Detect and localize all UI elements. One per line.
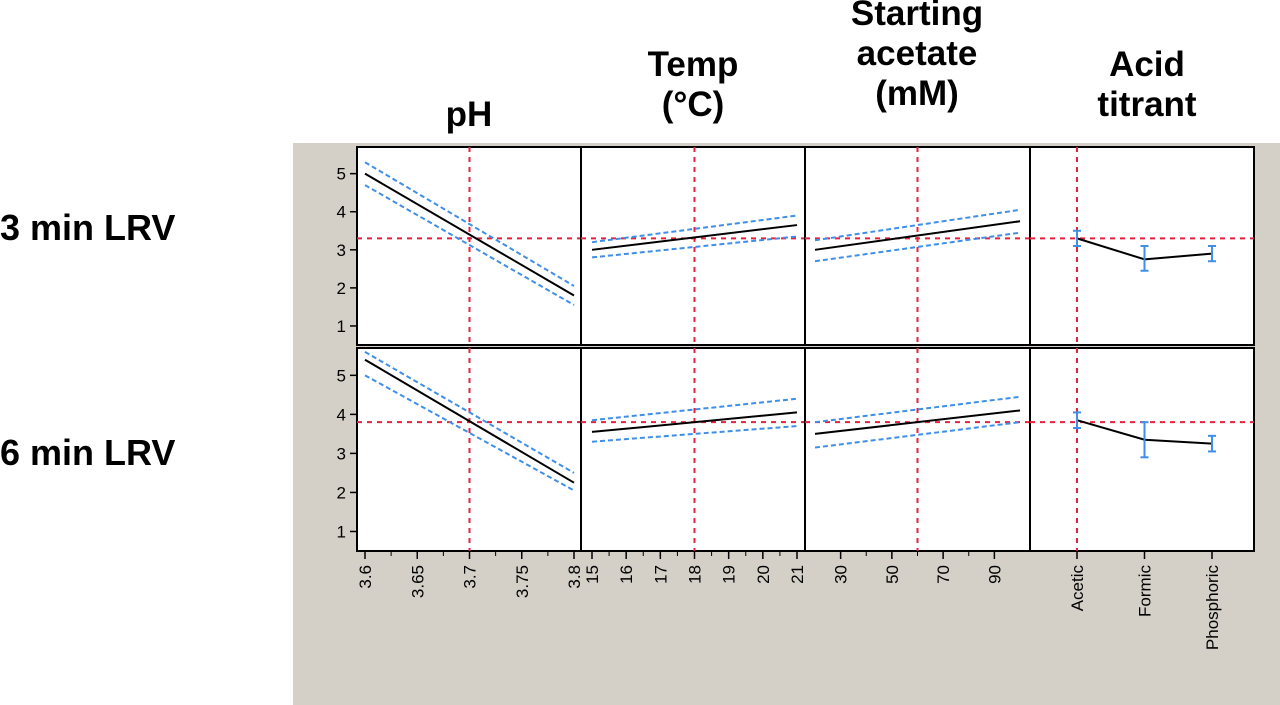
y-tick-label-r0-4: 4 [337, 203, 346, 222]
x-tick-label-c0-3: 3.75 [513, 565, 532, 598]
ci-upper-r0-c1 [591, 214, 798, 244]
x-tick-label-c0-4: 3.8 [565, 565, 584, 589]
x-tick-label-c2-3: 90 [985, 565, 1004, 584]
x-tick-label-c0-1: 3.65 [408, 565, 427, 598]
column-title-temp: Temp (°C) [647, 45, 739, 124]
y-tick-label-r0-3: 3 [337, 241, 346, 260]
y-tick-label-r0-5: 5 [337, 165, 346, 184]
column-title-starting-acetate: Starting acetate (mM) [850, 0, 984, 113]
y-tick-label-r1-5: 5 [337, 366, 346, 385]
y-tick-label-r0-1: 1 [337, 317, 346, 336]
ci-lower-r0-c2 [814, 231, 1021, 263]
ci-lower-r0-c1 [591, 235, 798, 259]
fit-line-r0-c0 [364, 172, 575, 297]
y-tick-label-r0-2: 2 [337, 279, 346, 298]
ci-upper-r1-c1 [591, 397, 798, 422]
x-tick-label-c2-1: 50 [883, 565, 902, 584]
fit-line-r1-c0 [364, 358, 575, 484]
panel-r1-c1 [580, 347, 806, 552]
y-tick-label-r1-3: 3 [337, 444, 346, 463]
panel-r0-c1 [580, 146, 806, 346]
x-tick-label-c0-0: 3.6 [356, 565, 375, 589]
x-tick-label-c1-2: 17 [651, 565, 670, 584]
fit-line-r0-c1 [591, 224, 798, 251]
x-tick-label-c1-1: 16 [617, 565, 636, 584]
ci-upper-r0-c0 [364, 161, 575, 287]
fit-line-r0-c2 [814, 220, 1021, 251]
x-tick-label-c2-0: 30 [832, 565, 851, 584]
ci-upper-r0-c2 [814, 208, 1021, 242]
x-tick-label-phosphoric: Phosphoric [1203, 565, 1222, 651]
ci-upper-r1-c2 [814, 395, 1021, 424]
column-title-ph: pH [445, 95, 493, 134]
panel-r0-c0 [356, 146, 582, 346]
ci-lower-r1-c1 [591, 425, 798, 443]
panel-r1-c3 [1029, 347, 1255, 552]
y-tick-label-r1-1: 1 [337, 522, 346, 541]
ci-lower-r0-c0 [364, 184, 575, 306]
fit-line-r1-c2 [814, 409, 1021, 435]
x-tick-label-formic: Formic [1136, 565, 1155, 617]
y-tick-label-r1-4: 4 [337, 405, 346, 424]
ci-lower-r1-c2 [814, 421, 1021, 449]
x-tick-label-c1-6: 21 [788, 565, 807, 584]
fit-line-r1-c1 [591, 411, 798, 433]
x-tick-label-c1-0: 15 [583, 565, 602, 584]
y-tick-label-r1-2: 2 [337, 483, 346, 502]
x-tick-label-c1-3: 18 [686, 565, 705, 584]
ci-upper-r1-c0 [364, 351, 575, 474]
x-tick-label-acetic: Acetic [1068, 565, 1087, 612]
x-tick-label-c0-2: 3.7 [461, 565, 480, 589]
row-label-3min-lrv: 3 min LRV [0, 207, 176, 248]
x-tick-label-c2-2: 70 [934, 565, 953, 584]
x-tick-label-c1-4: 19 [720, 565, 739, 584]
row-label-6min-lrv: 6 min LRV [0, 432, 176, 473]
x-tick-label-c1-5: 20 [754, 565, 773, 584]
column-title-acid-titrant: Acid titrant [1097, 45, 1197, 124]
